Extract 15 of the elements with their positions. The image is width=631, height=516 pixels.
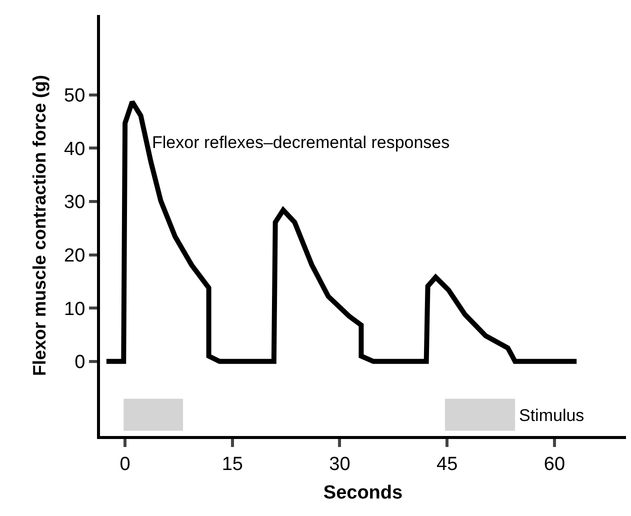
y-tick-label: 50 [64, 86, 86, 107]
band-label: Stimulus [519, 406, 584, 425]
y-tick-label: 10 [64, 298, 86, 320]
y-axis-title: Flexor muscle contraction force (g) [29, 74, 50, 376]
x-axis-title: Seconds [323, 482, 403, 504]
y-tick-label: 0 [74, 352, 86, 374]
x-tick-label: 30 [329, 454, 350, 475]
annotation: Flexor reflexes–decremental responses [152, 133, 450, 152]
x-tick-label: 0 [120, 454, 130, 475]
x-tick-label: 45 [436, 454, 458, 475]
x-tick-label: 60 [544, 454, 566, 475]
y-tick-label: 20 [64, 245, 86, 266]
y-tick-label: 30 [64, 192, 86, 214]
x-tick-label: 15 [222, 454, 243, 475]
y-tick-label: 40 [64, 138, 86, 160]
